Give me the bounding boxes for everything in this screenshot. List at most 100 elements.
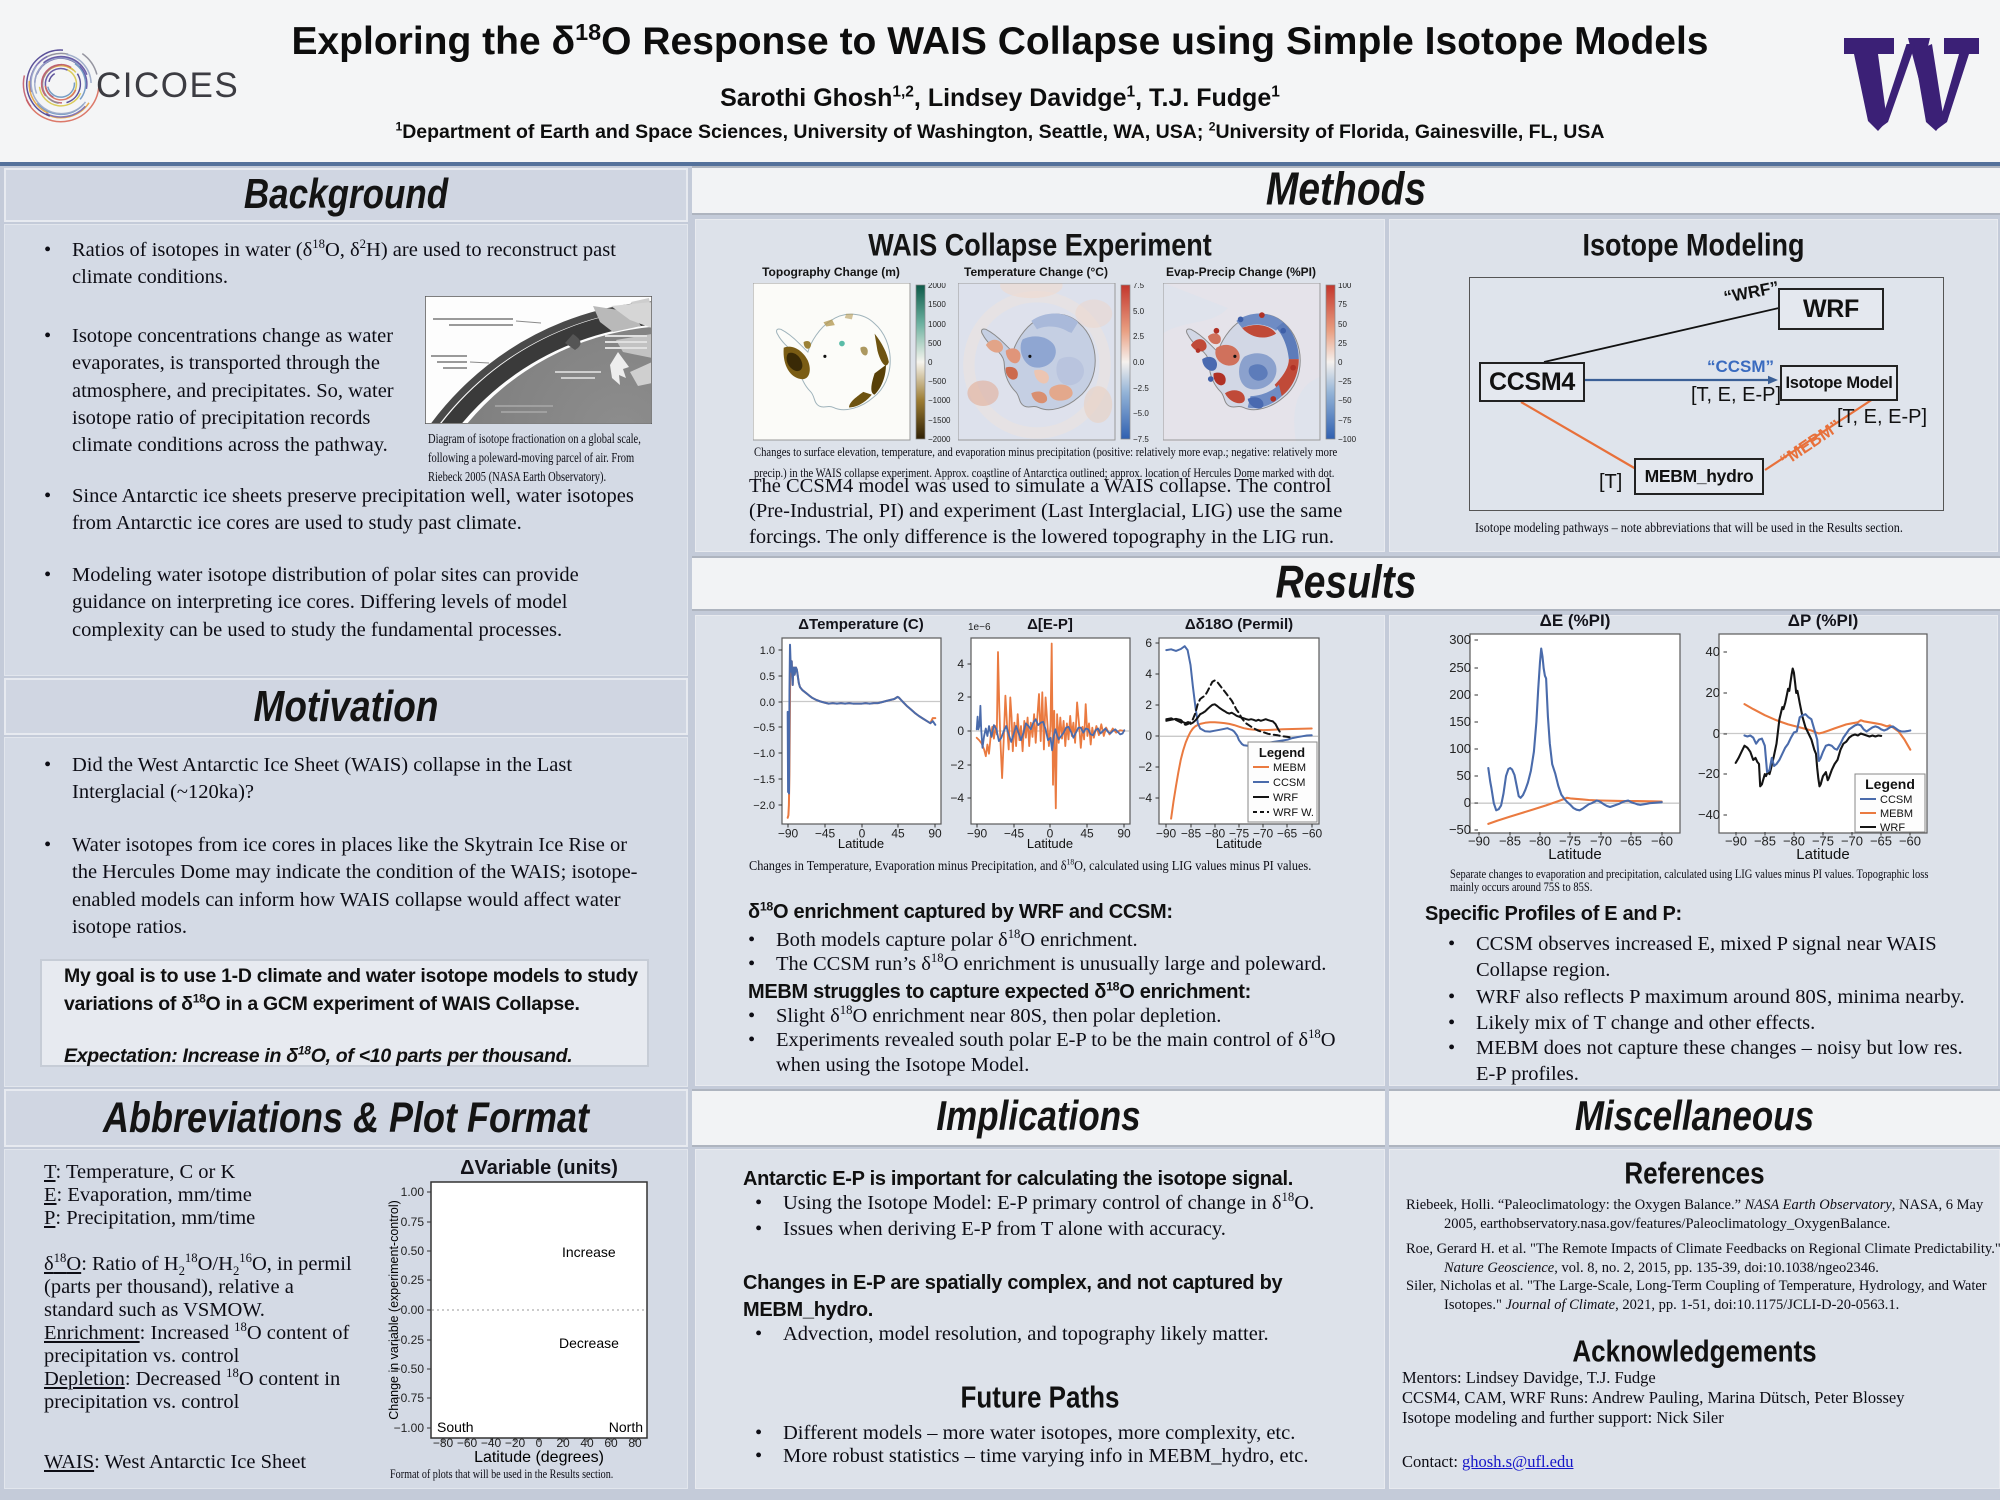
svg-text:2: 2 xyxy=(1145,698,1152,712)
svg-text:4: 4 xyxy=(957,657,964,671)
svg-text:−40: −40 xyxy=(481,1436,502,1450)
svg-text:−90: −90 xyxy=(1725,834,1747,849)
svg-text:[T, E, E-P]: [T, E, E-P] xyxy=(1691,384,1781,406)
svg-text:−75: −75 xyxy=(1559,834,1581,849)
svg-text:0: 0 xyxy=(536,1436,543,1450)
svg-text:90: 90 xyxy=(928,827,942,841)
svg-text:−1.00: −1.00 xyxy=(394,1421,425,1435)
svg-text:−1.5: −1.5 xyxy=(753,774,775,786)
svg-text:ΔP (%PI): ΔP (%PI) xyxy=(1788,611,1858,630)
svg-text:2.5: 2.5 xyxy=(1133,332,1145,341)
svg-text:−60: −60 xyxy=(1651,834,1673,849)
svg-text:−80: −80 xyxy=(1783,834,1805,849)
svg-text:CCSM: CCSM xyxy=(1880,794,1912,806)
svg-text:0.75: 0.75 xyxy=(401,1215,425,1229)
svg-text:−70: −70 xyxy=(1590,834,1612,849)
svg-text:WRF W.: WRF W. xyxy=(1273,807,1314,819)
svg-text:−80: −80 xyxy=(1529,834,1551,849)
svg-text:−50: −50 xyxy=(1449,822,1471,837)
svg-text:20: 20 xyxy=(1706,685,1720,700)
svg-text:50: 50 xyxy=(1338,320,1347,329)
svg-text:100: 100 xyxy=(1449,741,1471,756)
svg-text:90: 90 xyxy=(1117,827,1131,841)
svg-text:[T]: [T] xyxy=(1599,471,1622,493)
svg-text:−25: −25 xyxy=(1338,377,1352,386)
svg-text:Latitude: Latitude xyxy=(1548,846,1601,863)
svg-text:2: 2 xyxy=(957,690,964,704)
svg-text:WRF: WRF xyxy=(1273,792,1298,804)
svg-text:5.0: 5.0 xyxy=(1133,307,1145,316)
svg-text:−2.5: −2.5 xyxy=(1133,384,1149,393)
svg-text:40: 40 xyxy=(580,1436,594,1450)
svg-text:60: 60 xyxy=(604,1436,618,1450)
svg-text:“CCSM”: “CCSM” xyxy=(1707,357,1774,376)
svg-text:−1.0: −1.0 xyxy=(753,748,775,760)
svg-text:ΔE (%PI): ΔE (%PI) xyxy=(1540,611,1611,630)
svg-text:Change in variable (experiment: Change in variable (experiment-control) xyxy=(387,1200,401,1420)
svg-text:North: North xyxy=(609,1419,643,1435)
svg-text:0: 0 xyxy=(1047,827,1054,841)
svg-text:0: 0 xyxy=(928,358,933,367)
svg-text:−45: −45 xyxy=(1004,827,1025,841)
svg-text:WRF: WRF xyxy=(1880,822,1905,834)
svg-text:500: 500 xyxy=(928,339,942,348)
svg-text:45: 45 xyxy=(1080,827,1094,841)
svg-text:Increase: Increase xyxy=(562,1244,616,1260)
svg-text:−20: −20 xyxy=(505,1436,526,1450)
svg-text:CCSM: CCSM xyxy=(1273,777,1305,789)
svg-text:−90: −90 xyxy=(1468,834,1490,849)
svg-text:−20: −20 xyxy=(1698,766,1720,781)
svg-text:−80: −80 xyxy=(433,1436,454,1450)
svg-text:75: 75 xyxy=(1338,300,1347,309)
svg-text:ΔTemperature (C): ΔTemperature (C) xyxy=(798,616,924,633)
svg-text:−60: −60 xyxy=(1302,827,1323,841)
svg-text:−2: −2 xyxy=(1138,760,1152,774)
svg-text:1.00: 1.00 xyxy=(401,1185,425,1199)
svg-text:−5.0: −5.0 xyxy=(1133,409,1149,418)
svg-text:South: South xyxy=(437,1419,474,1435)
svg-text:45: 45 xyxy=(891,827,905,841)
svg-text:0.50: 0.50 xyxy=(401,1244,425,1258)
svg-text:0: 0 xyxy=(957,724,964,738)
svg-text:−1000: −1000 xyxy=(928,396,951,405)
svg-text:1500: 1500 xyxy=(928,300,946,309)
svg-text:[T, E, E-P]: [T, E, E-P] xyxy=(1837,406,1927,428)
svg-text:2000: 2000 xyxy=(928,283,946,290)
svg-text:−0.75: −0.75 xyxy=(394,1391,425,1405)
svg-text:−0.50: −0.50 xyxy=(394,1362,425,1376)
svg-text:0: 0 xyxy=(1713,726,1720,741)
svg-text:7.5: 7.5 xyxy=(1133,283,1145,290)
svg-text:−2.0: −2.0 xyxy=(753,800,775,812)
svg-text:−85: −85 xyxy=(1754,834,1776,849)
svg-text:−50: −50 xyxy=(1338,396,1352,405)
svg-text:−65: −65 xyxy=(1870,834,1892,849)
svg-text:100: 100 xyxy=(1338,283,1352,290)
svg-text:20: 20 xyxy=(556,1436,570,1450)
svg-text:0: 0 xyxy=(1145,729,1152,743)
svg-text:−75: −75 xyxy=(1338,416,1352,425)
svg-text:−45: −45 xyxy=(815,827,836,841)
svg-text:1e−6: 1e−6 xyxy=(968,622,991,633)
svg-text:Δδ18O (Permil): Δδ18O (Permil) xyxy=(1185,616,1293,633)
svg-text:0.0: 0.0 xyxy=(1133,358,1145,367)
svg-text:0.5: 0.5 xyxy=(760,671,775,683)
svg-text:−65: −65 xyxy=(1277,827,1298,841)
svg-text:Decrease: Decrease xyxy=(559,1335,619,1351)
svg-text:−90: −90 xyxy=(1156,827,1177,841)
svg-text:300: 300 xyxy=(1449,632,1471,647)
svg-text:0: 0 xyxy=(1338,358,1343,367)
svg-text:−75: −75 xyxy=(1229,827,1250,841)
svg-text:MEBM: MEBM xyxy=(1273,762,1306,774)
svg-text:−70: −70 xyxy=(1253,827,1274,841)
svg-text:−4: −4 xyxy=(1138,791,1152,805)
svg-text:4: 4 xyxy=(1145,667,1152,681)
svg-text:1000: 1000 xyxy=(928,320,946,329)
svg-text:−4: −4 xyxy=(950,791,964,805)
svg-text:−70: −70 xyxy=(1841,834,1863,849)
svg-text:−90: −90 xyxy=(967,827,988,841)
svg-text:150: 150 xyxy=(1449,714,1471,729)
svg-text:−2: −2 xyxy=(950,758,964,772)
svg-text:−0.5: −0.5 xyxy=(753,722,775,734)
svg-text:Legend: Legend xyxy=(1865,776,1915,792)
svg-text:−65: −65 xyxy=(1620,834,1642,849)
